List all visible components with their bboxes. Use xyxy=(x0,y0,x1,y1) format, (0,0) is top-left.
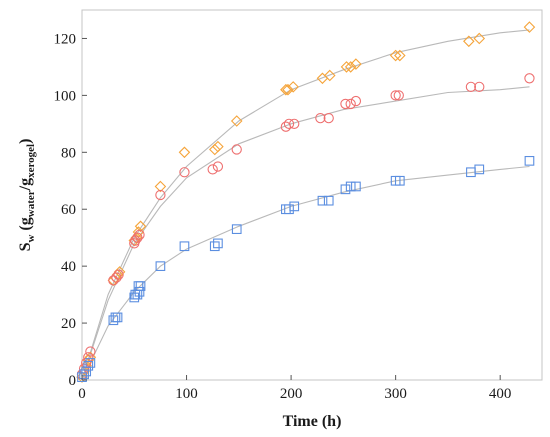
diamond-marker xyxy=(134,220,147,233)
square-marker xyxy=(340,184,351,195)
square-marker xyxy=(289,201,300,212)
diamond-marker xyxy=(340,61,353,73)
circle-marker xyxy=(315,113,326,124)
x-tick-label: 400 xyxy=(489,386,512,402)
square-marker xyxy=(317,195,328,206)
square-marker xyxy=(231,224,242,235)
square-marker xyxy=(129,292,140,303)
x-axis-ticks: 0 100 200 300 400 xyxy=(78,375,511,402)
diamond-marker xyxy=(394,49,406,62)
circle-marker xyxy=(524,73,535,84)
fit-curves xyxy=(81,29,530,381)
fit-curve-2 xyxy=(81,165,530,381)
square-marker xyxy=(83,360,94,371)
y-tick-label: 20 xyxy=(61,316,76,332)
circle-marker xyxy=(134,229,145,240)
y-tick-label: 60 xyxy=(61,202,76,218)
y-tick-label: 80 xyxy=(61,145,76,161)
circle-marker xyxy=(212,161,224,172)
x-tick-label: 100 xyxy=(175,386,198,402)
y-axis-ticks: 0 20 40 60 80 100 120 xyxy=(54,31,87,389)
diamond-marker xyxy=(208,143,221,156)
circle-marker xyxy=(323,113,334,124)
x-tick-label: 0 xyxy=(78,386,86,402)
circle-marker xyxy=(390,90,401,101)
circle-marker xyxy=(345,98,356,110)
diamond-marker xyxy=(212,140,224,153)
square-marker xyxy=(155,261,166,272)
square-marker xyxy=(134,286,145,297)
circle-marker xyxy=(113,269,124,280)
diamond-marker xyxy=(230,115,243,127)
diamond-marker xyxy=(463,35,475,48)
square-marker xyxy=(112,312,123,323)
data-markers xyxy=(76,21,536,383)
circle-marker xyxy=(207,164,218,175)
circle-marker xyxy=(179,167,190,178)
fit-curve-0 xyxy=(81,29,530,381)
square-marker xyxy=(213,238,223,249)
circle-marker xyxy=(155,189,166,201)
square-marker xyxy=(135,281,146,291)
square-marker xyxy=(524,155,535,166)
x-tick-label: 300 xyxy=(384,386,407,402)
circle-marker xyxy=(85,346,96,357)
y-axis-title: Sw (gwater/gxerogel) xyxy=(17,139,37,252)
square-marker xyxy=(209,241,220,252)
fit-curve-1 xyxy=(81,86,530,381)
diamond-marker xyxy=(282,83,294,96)
diamond-marker xyxy=(350,58,362,70)
diamond-marker xyxy=(389,49,402,62)
circle-marker xyxy=(474,81,485,92)
circle-marker xyxy=(393,90,404,101)
square-marker xyxy=(351,181,361,192)
square-marker xyxy=(345,181,356,192)
circle-marker xyxy=(111,272,122,283)
diamond-marker xyxy=(287,81,299,93)
plot-frame xyxy=(81,9,543,381)
y-tick-label: 0 xyxy=(69,373,77,389)
square-marker xyxy=(284,204,294,215)
diamond-marker xyxy=(523,21,536,33)
y-tick-label: 120 xyxy=(54,31,77,47)
circle-marker xyxy=(350,95,362,107)
y-tick-label: 40 xyxy=(61,259,76,275)
square-marker xyxy=(394,175,405,186)
circle-marker xyxy=(108,275,119,286)
diamond-marker xyxy=(473,32,486,45)
diamond-marker xyxy=(178,146,191,159)
circle-marker xyxy=(283,118,295,129)
diamond-marker xyxy=(344,61,357,73)
circle-marker xyxy=(340,98,351,110)
x-axis-title: Time (h) xyxy=(283,413,342,430)
diamond-marker xyxy=(323,69,336,82)
x-tick-label: 200 xyxy=(280,386,303,402)
square-marker xyxy=(85,358,96,368)
diamond-marker xyxy=(154,180,167,193)
square-marker xyxy=(474,164,485,175)
circle-marker xyxy=(289,118,300,129)
circle-marker xyxy=(465,81,477,92)
circle-marker xyxy=(231,144,242,155)
square-marker xyxy=(323,195,334,206)
y-tick-label: 100 xyxy=(54,88,77,104)
square-marker xyxy=(179,241,190,252)
circle-marker xyxy=(132,232,143,243)
